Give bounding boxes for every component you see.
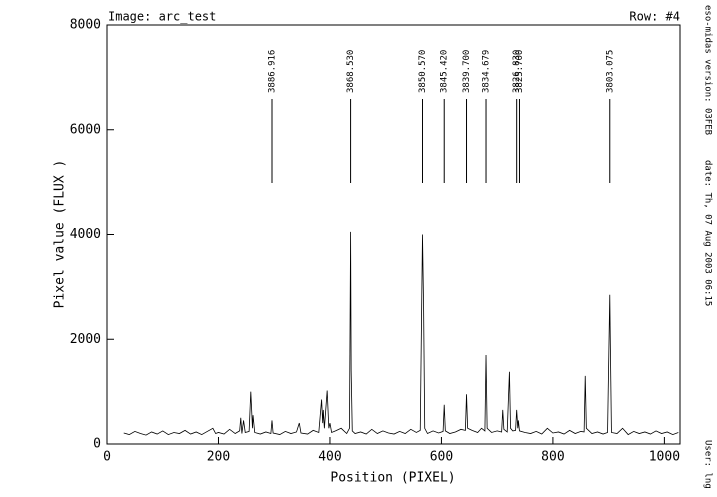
y-tick-label: 0 <box>93 437 101 452</box>
y-tick-label: 2000 <box>70 332 101 347</box>
line-id-label: 3803.075 <box>605 50 615 93</box>
x-tick-label: 1000 <box>649 450 680 465</box>
x-axis-label: Position (PIXEL) <box>330 471 455 486</box>
line-id-label: 3826.830 <box>512 50 522 93</box>
y-tick-label: 8000 <box>70 18 101 33</box>
side-text: eso-midas version: 03FEB <box>703 5 713 135</box>
line-id-label: 3886.916 <box>267 50 277 93</box>
side-text: date: Th, 07 Aug 2003 06:15 <box>703 160 713 306</box>
line-id-label: 3850.570 <box>418 50 428 93</box>
line-id-label: 3825.700 <box>515 50 525 93</box>
x-tick-label: 0 <box>103 450 111 465</box>
x-tick-label: 400 <box>318 450 341 465</box>
line-id-label: 3868.530 <box>346 50 356 93</box>
x-tick-label: 200 <box>207 450 230 465</box>
x-tick-label: 600 <box>430 450 453 465</box>
line-id-label: 3834.679 <box>482 50 492 93</box>
y-tick-label: 6000 <box>70 122 101 137</box>
y-axis-label: Pixel value (FLUX ) <box>53 160 68 309</box>
line-id-label: 3839.700 <box>462 50 472 93</box>
header-left: Image: arc_test <box>108 10 216 24</box>
x-tick-label: 800 <box>541 450 564 465</box>
spectrum-line <box>123 231 679 436</box>
side-text: User: lng <box>703 440 713 489</box>
plot-frame <box>106 24 681 445</box>
header-right: Row: #4 <box>629 10 680 24</box>
line-id-label: 3845.420 <box>440 50 450 93</box>
y-tick-label: 4000 <box>70 227 101 242</box>
